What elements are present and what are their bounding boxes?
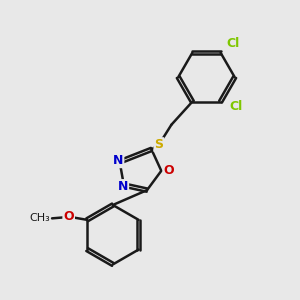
Text: Cl: Cl [230,100,243,113]
Text: S: S [154,138,164,151]
Text: CH₃: CH₃ [29,213,50,224]
Text: N: N [113,154,123,167]
Text: N: N [118,180,128,193]
Text: O: O [63,210,74,224]
Text: Cl: Cl [226,37,240,50]
Text: O: O [164,164,174,177]
